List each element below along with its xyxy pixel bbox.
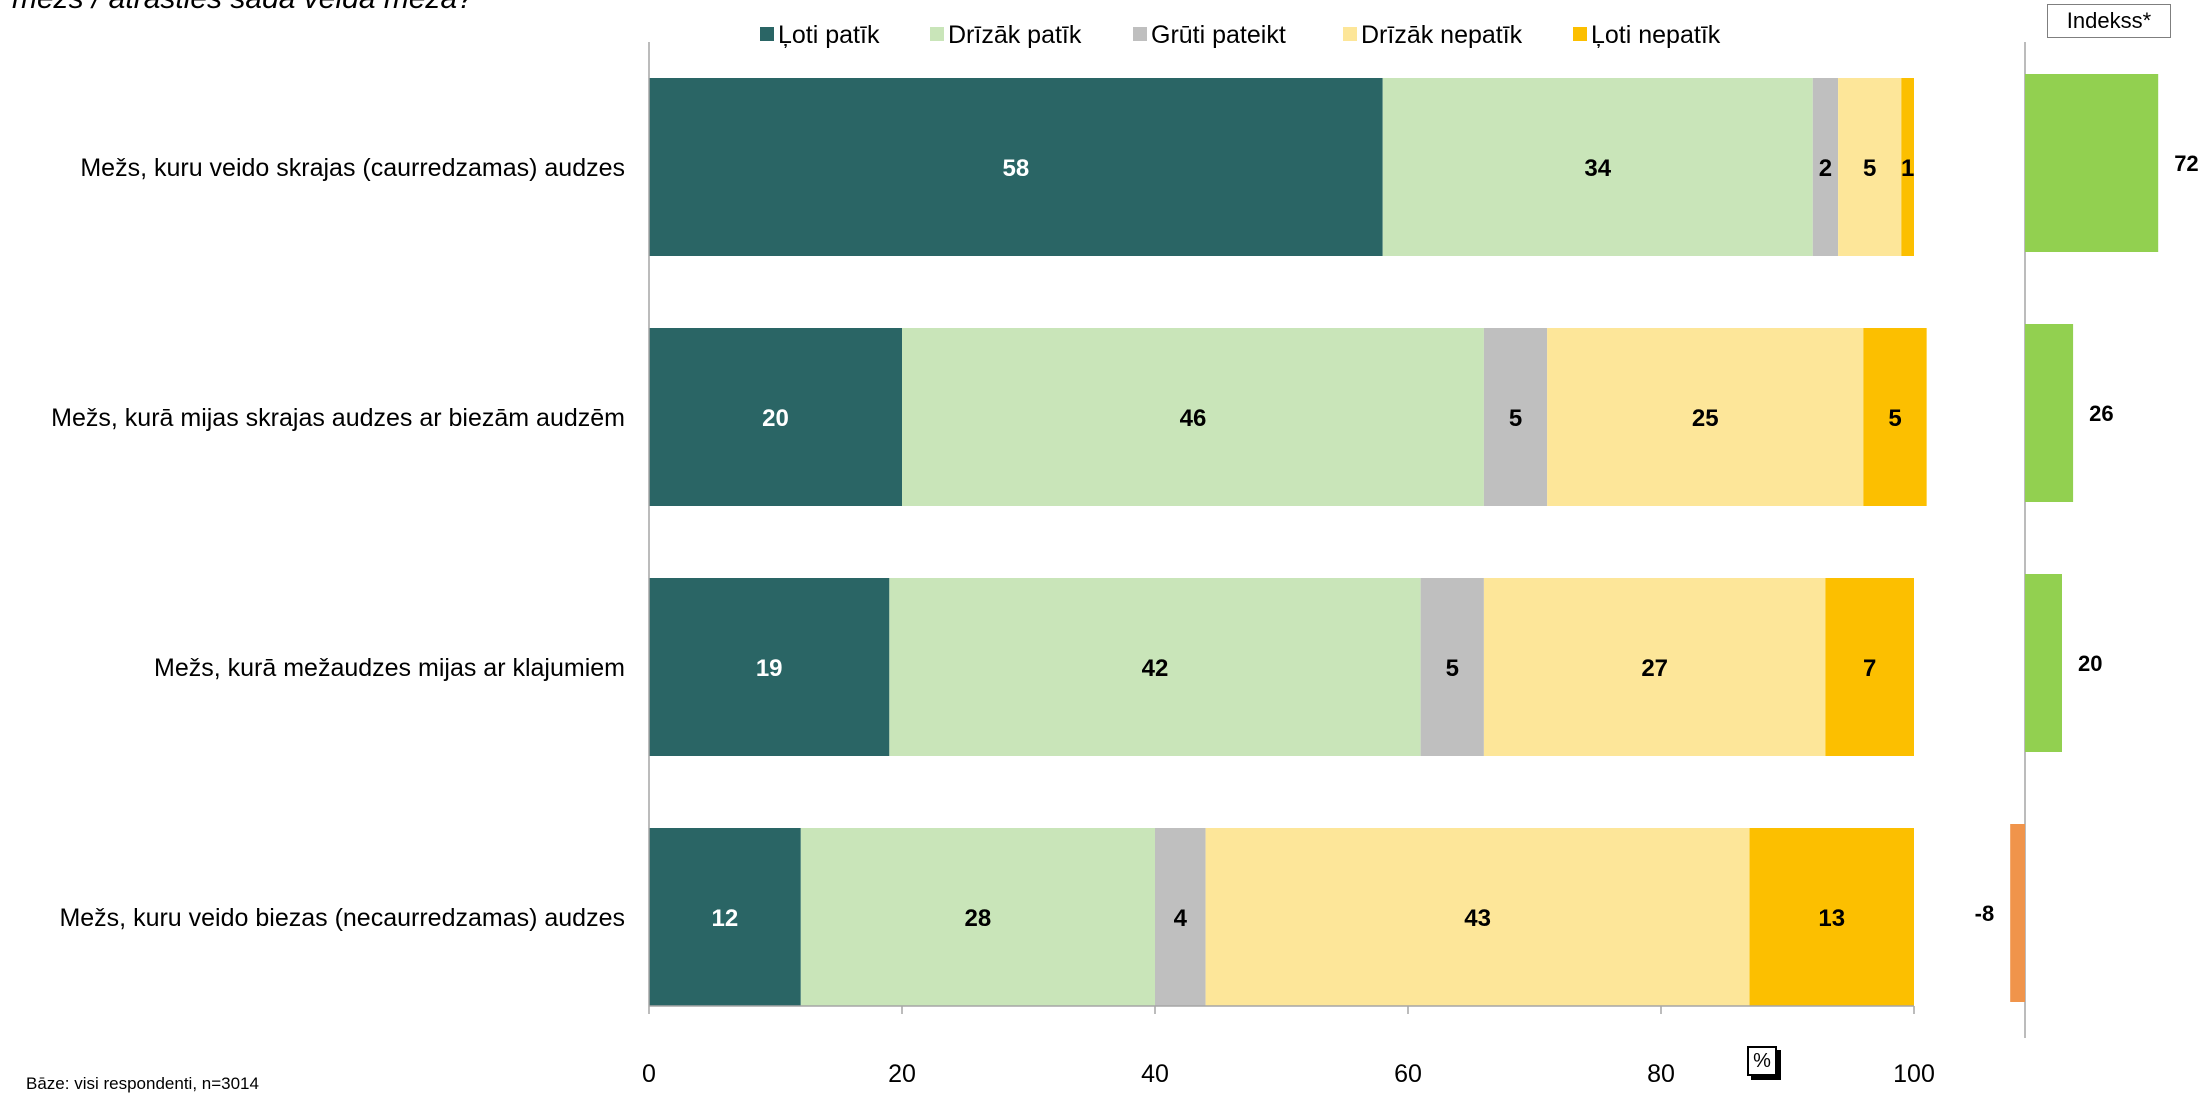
survey-question: mežs / atrasties šāda veida mežā?: [12, 0, 474, 16]
bar-segment: [1547, 328, 1864, 506]
bar-value-label: 58: [1002, 155, 1029, 182]
legend-swatch: [1133, 27, 1147, 41]
index-bar: [2025, 74, 2159, 252]
legend-swatch: [1343, 27, 1357, 41]
bar-value-label: 46: [1180, 405, 1207, 432]
bar-segment: [902, 328, 1484, 506]
bar-value-labels: 58 34 2 5 120 46 5 25 519 42 5 27 712 28 4 43 13: [712, 155, 1915, 932]
category-label: Mežs, kurā mežaudzes mijas ar klajumiem: [154, 654, 625, 682]
bar-value-label: 5: [1509, 405, 1522, 432]
bar-segment: [1863, 328, 1927, 506]
x-tick-label: 60: [1394, 1060, 1422, 1086]
legend-label: Drīzāk patīk: [948, 21, 1082, 49]
bar-segment: [1838, 78, 1902, 256]
index-value-label: 20: [2078, 651, 2102, 676]
bar-segment: [1825, 578, 1914, 756]
stacked-bars: [649, 78, 1927, 1006]
index-value-label: 72: [2174, 151, 2198, 176]
bar-segment: [649, 828, 801, 1006]
bar-value-label: 27: [1641, 655, 1668, 682]
bar-value-label: 5: [1863, 155, 1876, 182]
chart-legend: Ļoti patīk Drīzāk patīk Grūti pateikt Drīzā…: [760, 21, 1721, 49]
bar-segment: [649, 328, 902, 506]
category-label: Mežs, kuru veido skrajas (caurredzamas) …: [80, 154, 625, 182]
legend-swatch: [760, 27, 774, 41]
index-bars: 72 26 20 -8: [1975, 42, 2199, 1038]
bar-value-label: 19: [756, 655, 783, 682]
bar-value-label: 43: [1464, 905, 1491, 932]
category-labels: Mežs, kuru veido skrajas (caurredzamas) …: [51, 154, 625, 932]
bar-value-label: 20: [762, 405, 789, 432]
bar-value-label: 13: [1818, 905, 1845, 932]
legend-swatch: [1573, 27, 1587, 41]
bar-value-label: 34: [1584, 155, 1611, 182]
bar-value-label: 25: [1692, 405, 1719, 432]
index-value-label: -8: [1975, 901, 1995, 926]
bar-segment: [1749, 828, 1914, 1006]
bar-value-label: 28: [965, 905, 992, 932]
legend-swatch: [930, 27, 944, 41]
bar-segment: [1483, 578, 1826, 756]
index-value-label: 26: [2089, 401, 2113, 426]
bar-value-label: 2: [1819, 155, 1832, 182]
x-tick-label: 0: [642, 1060, 656, 1086]
axis-unit-label: %: [1747, 1046, 1777, 1076]
category-label: Mežs, kurā mijas skrajas audzes ar biezā…: [51, 404, 625, 432]
bar-segment: [1483, 328, 1548, 506]
legend-label: Ļoti patīk: [778, 21, 880, 49]
legend-label: Grūti pateikt: [1151, 21, 1286, 49]
x-tick-label: 20: [888, 1060, 916, 1086]
bar-segment: [1382, 78, 1813, 256]
bar-segment: [1901, 78, 1914, 256]
bar-value-label: 4: [1174, 905, 1188, 932]
bar-value-label: 12: [712, 905, 739, 932]
bar-value-label: 5: [1446, 655, 1459, 682]
x-tick-label: 40: [1141, 1060, 1169, 1086]
bar-segment: [1812, 78, 1839, 256]
bar-value-label: 7: [1863, 655, 1876, 682]
index-bar: [2025, 574, 2062, 752]
bar-segment: [1155, 828, 1206, 1006]
bar-value-label: 42: [1142, 655, 1169, 682]
x-tick-label: 100: [1893, 1060, 1935, 1086]
x-tick-label: 80: [1647, 1060, 1675, 1086]
bar-segment: [800, 828, 1155, 1006]
bar-segment: [649, 78, 1383, 256]
bar-segment: [1205, 828, 1750, 1006]
bar-value-label: 1: [1901, 155, 1914, 182]
legend-label: Ļoti nepatīk: [1591, 21, 1721, 49]
chart-axes: 0 20 40 60 80 100: [642, 42, 1935, 1086]
bar-value-label: 5: [1888, 405, 1901, 432]
index-bar: [2010, 824, 2025, 1002]
index-header: Indekss*: [2047, 4, 2171, 38]
category-label: Mežs, kuru veido biezas (necaurredzamas)…: [59, 904, 625, 932]
bar-segment: [889, 578, 1421, 756]
index-bar: [2025, 324, 2074, 502]
bar-segment: [649, 578, 890, 756]
bar-segment: [1420, 578, 1484, 756]
legend-label: Drīzāk nepatīk: [1361, 21, 1523, 49]
